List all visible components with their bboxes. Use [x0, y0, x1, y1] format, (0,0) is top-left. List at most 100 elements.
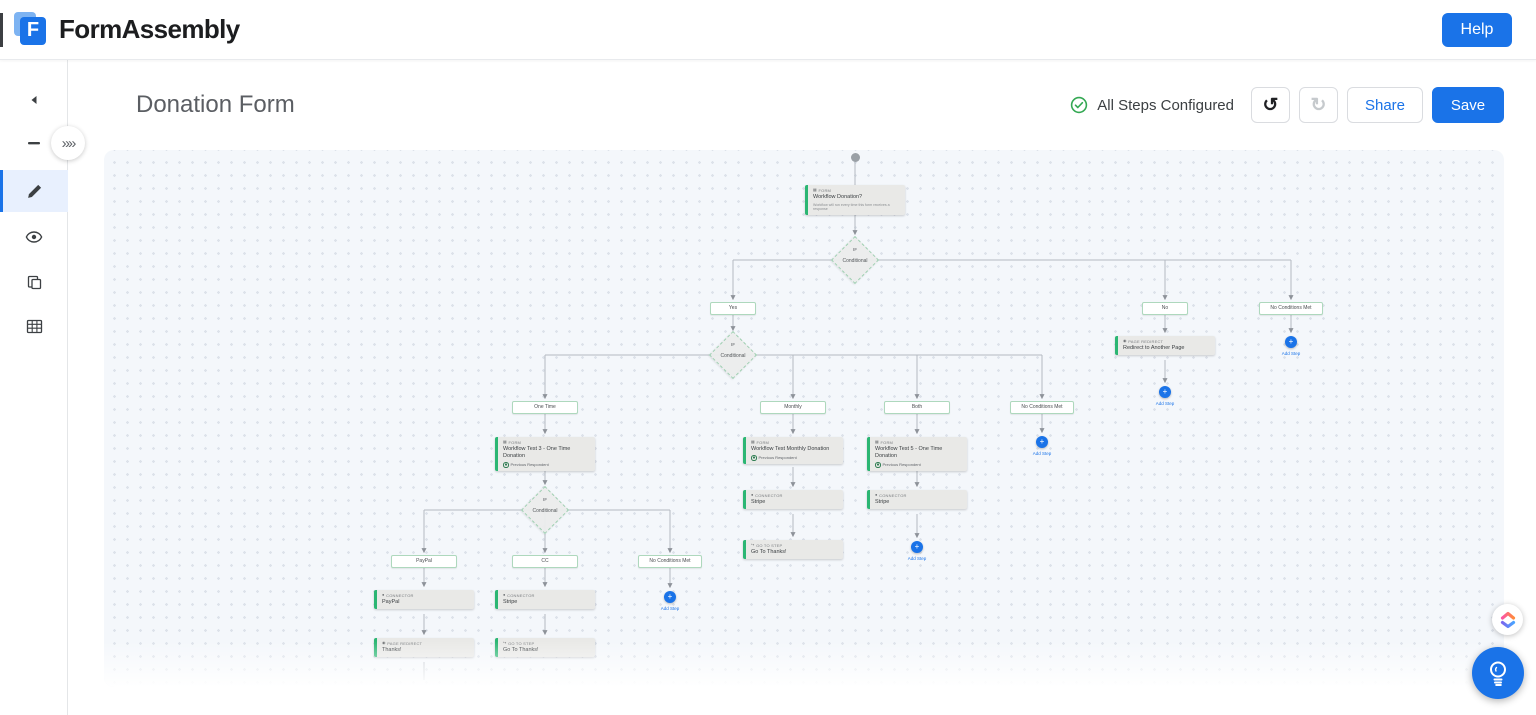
sidebar-collapse-arrow-icon[interactable] [0, 79, 68, 121]
add-step-button[interactable]: + [664, 591, 676, 603]
respondent-avatar-icon [751, 455, 757, 461]
branch-label-yes[interactable]: Yes [710, 301, 756, 315]
page-title: Donation Form [136, 91, 295, 118]
redo-button[interactable]: ↻ [1299, 87, 1338, 123]
form-icon: ▦ FORM [503, 439, 522, 445]
sidebar-expand-double-chevron-right-icon[interactable]: »» [51, 126, 85, 160]
diamond-conditional-2[interactable]: IF Conditional [707, 330, 759, 380]
branch-label-no-conditions-met[interactable]: No Conditions Met [1259, 301, 1323, 315]
connector-icon: ● CONNECTOR [875, 492, 907, 498]
node-paypal-connector[interactable]: ● CONNECTOR PayPal [374, 590, 474, 609]
workflow-canvas[interactable]: ▦ FORM Workflow Donation? Workflow will run… [104, 150, 1504, 687]
brand: F FormAssembly [14, 11, 240, 48]
node-monthly-form[interactable]: ▦ FORM Workflow Test Monthly Donation Previ… [743, 437, 843, 464]
node-redirect-another-page[interactable]: ◉ PAGE REDIRECT Redirect to Another Page [1115, 336, 1215, 355]
connector-icon: ● CONNECTOR [382, 592, 414, 598]
help-lightbulb-button[interactable] [1472, 647, 1524, 699]
diamond-if-label: IF [543, 497, 547, 502]
formassembly-logo-icon: F [14, 11, 48, 48]
add-step: + Add Step [887, 541, 947, 561]
clickup-button[interactable] [1492, 604, 1523, 635]
node-both-form[interactable]: ▦ FORM Workflow Test 5 - One Time Donation… [867, 437, 967, 471]
diamond-text: Conditional [532, 508, 558, 514]
node-title: Stripe [503, 599, 518, 605]
add-step-button[interactable]: + [911, 541, 923, 553]
clickup-icon [1500, 611, 1515, 628]
branch-label-no-conditions-met[interactable]: No Conditions Met [638, 554, 702, 568]
brand-name: FormAssembly [59, 14, 240, 44]
diamond-text: Conditional [842, 258, 868, 264]
diamond-if-label: IF [853, 247, 857, 252]
connector-icon: ● CONNECTOR [503, 592, 535, 598]
status-badge: All Steps Configured [1070, 96, 1234, 114]
add-step: + Add Step [1261, 336, 1321, 356]
go-to-step-icon: ↪ GO TO STEP [751, 542, 783, 548]
node-respondent: Previous Respondent [751, 455, 839, 461]
node-title: Stripe [751, 499, 766, 505]
diamond-text: Conditional [720, 353, 746, 359]
lightbulb-icon [1490, 661, 1506, 686]
sidebar-preview-eye-icon[interactable] [0, 216, 68, 258]
node-title: Go To Thanks! [751, 549, 787, 555]
branch-label-both[interactable]: Both [884, 400, 950, 414]
branch-label-monthly[interactable]: Monthly [760, 400, 826, 414]
add-step-button[interactable]: + [1036, 436, 1048, 448]
app-header: F FormAssembly Help [0, 0, 1536, 60]
node-both-stripe[interactable]: ● CONNECTOR Stripe [867, 490, 967, 509]
respondent-avatar-icon [875, 462, 881, 468]
go-to-step-icon: ↪ GO TO STEP [503, 640, 535, 646]
sidebar-table-icon[interactable] [0, 305, 68, 347]
diamond-conditional-3[interactable]: IF Conditional [519, 485, 571, 535]
node-title: Go To Thanks! [503, 647, 539, 653]
node-workflow-donation[interactable]: ▦ FORM Workflow Donation? Workflow will run… [805, 185, 905, 215]
form-icon: ▦ FORM [751, 439, 770, 445]
branch-label-one-time[interactable]: One Time [512, 400, 578, 414]
add-step-button[interactable]: + [1159, 386, 1171, 398]
add-step-button[interactable]: + [1285, 336, 1297, 348]
add-step-label[interactable]: Add Step [1155, 401, 1175, 406]
node-title: Redirect to Another Page [1123, 345, 1185, 351]
diamond-if-label: IF [731, 342, 735, 347]
node-monthly-stripe[interactable]: ● CONNECTOR Stripe [743, 490, 843, 509]
connector-icon: ● CONNECTOR [751, 492, 783, 498]
sidebar: »» [0, 60, 85, 715]
page-redirect-icon: ◉ PAGE REDIRECT [1123, 338, 1164, 344]
node-monthly-goto-thanks[interactable]: ↪ GO TO STEP Go To Thanks! [743, 540, 843, 559]
check-circle-icon [1071, 96, 1088, 114]
add-step-label[interactable]: Add Step [907, 556, 927, 561]
node-thanks-redirect[interactable]: ◉ PAGE REDIRECT Thanks! [374, 638, 474, 657]
branch-label-paypal[interactable]: PayPal [391, 554, 457, 568]
node-respondent: Previous Respondent [503, 462, 591, 468]
start-dot [851, 153, 860, 162]
share-button[interactable]: Share [1347, 87, 1423, 123]
node-cc-stripe[interactable]: ● CONNECTOR Stripe [495, 590, 595, 609]
help-button[interactable]: Help [1442, 12, 1512, 47]
node-one-time-form[interactable]: ▦ FORM Workflow Test 3 - One Time Donation… [495, 437, 595, 471]
diamond-conditional-1[interactable]: IF Conditional [829, 235, 881, 285]
add-step: + Add Step [1135, 386, 1195, 406]
add-step-label[interactable]: Add Step [1281, 351, 1301, 356]
node-title: Workflow Test 5 - One Time Donation [875, 446, 943, 459]
branch-label-no[interactable]: No [1142, 301, 1188, 315]
add-step: + Add Step [1012, 436, 1072, 456]
sidebar-copy-icon[interactable] [0, 261, 68, 303]
undo-button[interactable]: ↺ [1251, 87, 1290, 123]
sidebar-minimize-icon[interactable] [0, 122, 68, 164]
node-title: Workflow Test 3 - One Time Donation [503, 446, 571, 459]
node-respondent: Previous Respondent [875, 462, 963, 468]
branch-label-no-conditions-met[interactable]: No Conditions Met [1010, 400, 1074, 414]
status-text: All Steps Configured [1097, 96, 1234, 114]
add-step-label[interactable]: Add Step [1032, 451, 1052, 456]
form-icon: ▦ FORM [813, 187, 832, 193]
node-title: Stripe [875, 499, 890, 505]
save-button[interactable]: Save [1432, 87, 1504, 123]
branch-label-cc[interactable]: CC [512, 554, 578, 568]
toolbar: Donation Form All Steps Configured ↺ ↻ S… [68, 60, 1536, 150]
node-subtitle: Workflow will run every time this form r… [813, 202, 890, 212]
node-cc-goto-thanks[interactable]: ↪ GO TO STEP Go To Thanks! [495, 638, 595, 657]
form-icon: ▦ FORM [875, 439, 894, 445]
node-title: Workflow Test Monthly Donation [751, 446, 830, 452]
add-step-label[interactable]: Add Step [660, 606, 680, 611]
sidebar-edit-pencil-icon[interactable] [0, 170, 68, 212]
node-title: Thanks! [382, 647, 402, 653]
